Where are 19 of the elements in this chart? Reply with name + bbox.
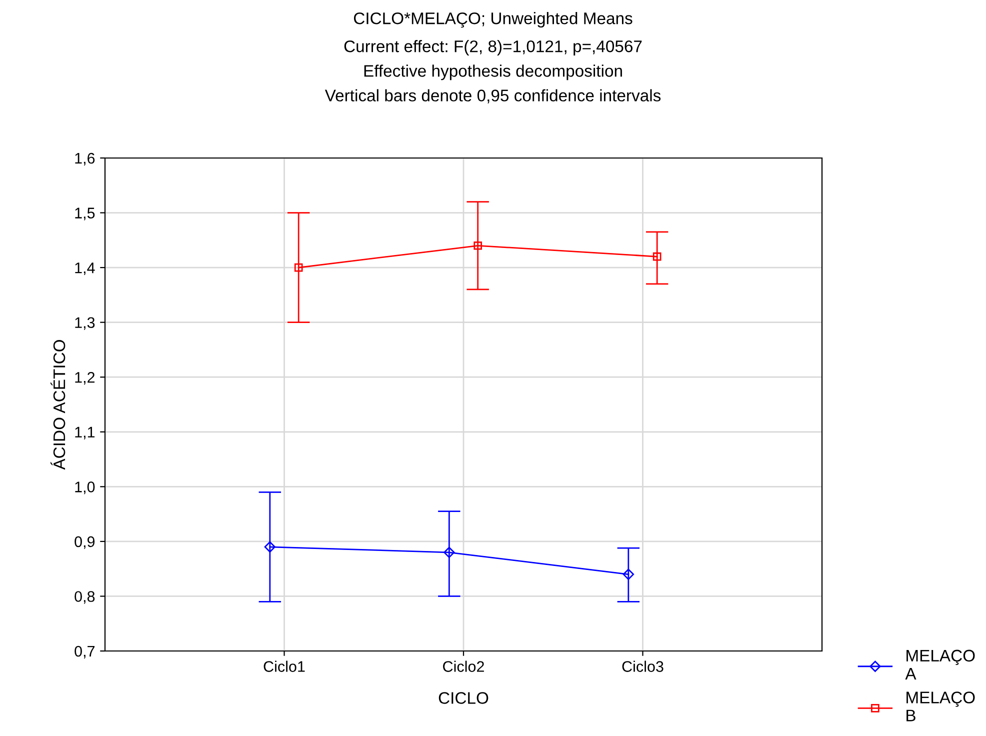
y-tick-label: 0,7: [74, 646, 95, 658]
y-tick-label: 1,1: [75, 426, 95, 440]
y-tick-label: 1,0: [75, 482, 95, 494]
legend-label: MELAÇO B: [906, 692, 975, 722]
legend-label: MELAÇO A: [905, 650, 975, 680]
x-tick-label: Ciclo3: [622, 660, 664, 672]
chart-title: CICLO*MELAÇO; Unweighted Means: [354, 12, 632, 28]
x-tick-label: Ciclo1: [264, 660, 305, 672]
x-tick-label: Ciclo2: [443, 660, 484, 672]
y-axis-title: ÁCIDO ACÉTICO: [50, 340, 66, 470]
y-tick-label: 1,4: [75, 262, 95, 276]
chart-subtitle: Current effect: F(2, 8)=1,0121, p=,40567 Effective hypothesis decomposition Vertical bars denote 0,95 confidence intervals: [324, 40, 661, 104]
y-tick-label: 1,2: [75, 372, 95, 385]
y-tick-label: 0,8: [74, 591, 95, 604]
y-tick-label: 1,6: [75, 152, 95, 166]
x-axis-title: CICLO: [438, 692, 488, 704]
y-tick-label: 1,3: [75, 317, 95, 330]
y-tick-label: 1,5: [75, 208, 95, 220]
y-tick-label: 0,9: [74, 536, 95, 549]
